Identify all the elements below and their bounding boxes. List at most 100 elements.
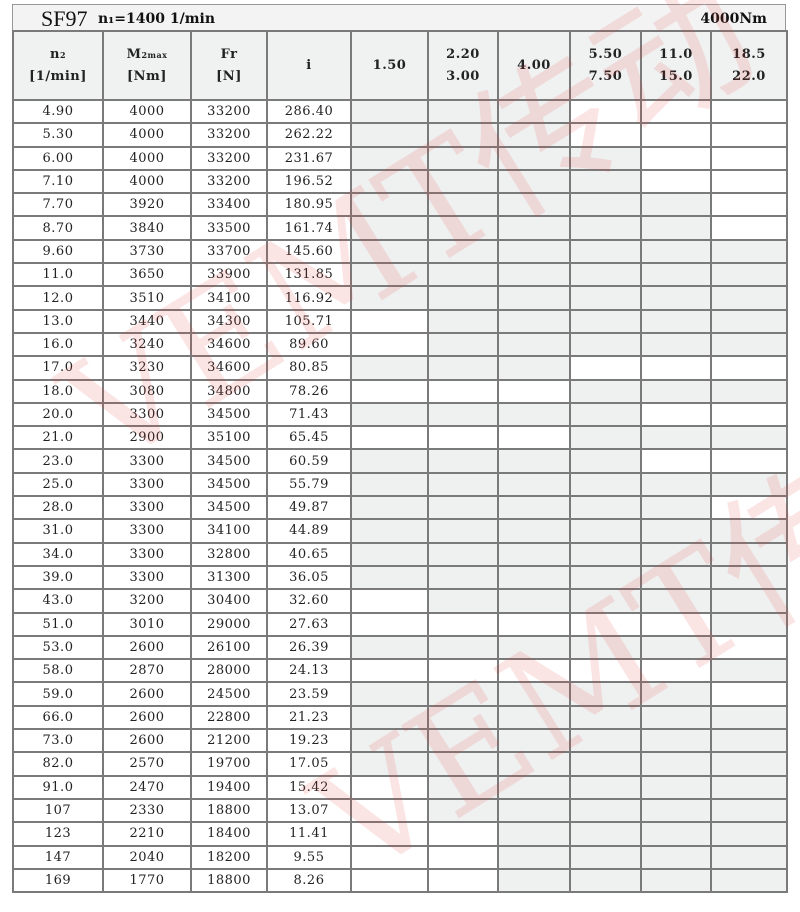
- table-row: 58.0 2870 28000 24.13: [12, 658, 788, 684]
- motor-available-cell: [427, 797, 499, 824]
- m2max-cell: 3730: [102, 238, 192, 265]
- motor-available-cell: [569, 797, 642, 824]
- fr-cell: 34100: [190, 285, 268, 311]
- n2-cell: 18.0: [12, 378, 104, 404]
- motor-available-cell: [350, 704, 429, 731]
- n2-cell: 147: [12, 844, 104, 870]
- motor-available-cell: [497, 215, 571, 241]
- motor-available-cell: [710, 728, 788, 754]
- ratio-cell: 17.05: [266, 751, 352, 777]
- motor-available-cell: [640, 262, 712, 288]
- table-row: 4.90 4000 33200 286.40: [12, 98, 788, 125]
- m2max-cell: 2900: [102, 425, 192, 451]
- fr-cell: 22800: [190, 704, 268, 731]
- m2max-cell: 3440: [102, 308, 192, 334]
- fr-cell: 18200: [190, 844, 268, 870]
- n2-cell: 21.0: [12, 425, 104, 451]
- motor-unavailable-cell: [427, 611, 499, 637]
- motor-unavailable-cell: [350, 774, 429, 800]
- m2max-cell: 3920: [102, 192, 192, 218]
- ratio-cell: 55.79: [266, 471, 352, 498]
- m2max-cell: 4000: [102, 122, 192, 148]
- ratio-cell: 180.95: [266, 192, 352, 218]
- n2-cell: 31.0: [12, 518, 104, 544]
- table-row: 11.0 3650 33900 131.85: [12, 262, 788, 288]
- motor-available-cell: [569, 518, 642, 544]
- motor-available-cell: [497, 331, 571, 358]
- motor-available-cell: [497, 471, 571, 498]
- ratio-cell: 78.26: [266, 378, 352, 404]
- ratio-cell: 286.40: [266, 98, 352, 125]
- motor-available-cell: [497, 495, 571, 521]
- ratio-cell: 131.85: [266, 262, 352, 288]
- motor-available-cell: [427, 518, 499, 544]
- fr-cell: 34600: [190, 331, 268, 358]
- motor-available-cell: [497, 541, 571, 567]
- motor-available-cell: [497, 751, 571, 777]
- motor-available-cell: [350, 285, 429, 311]
- table-row: 82.0 2570 19700 17.05: [12, 751, 788, 777]
- table-row: 31.0 3300 34100 44.89: [12, 518, 788, 544]
- m2max-cell: 2600: [102, 634, 192, 661]
- motor-available-cell: [427, 704, 499, 731]
- motor-available-cell: [497, 774, 571, 800]
- rated-torque: 4000Nm: [700, 11, 767, 27]
- motor-unavailable-cell: [350, 821, 429, 847]
- ratio-cell: 196.52: [266, 168, 352, 195]
- table-row: 107 2330 18800 13.07: [12, 797, 788, 824]
- motor-available-cell: [640, 331, 712, 358]
- m2max-cell: 2870: [102, 658, 192, 684]
- motor-unavailable-cell: [350, 797, 429, 824]
- motor-available-cell: [427, 98, 499, 125]
- motor-available-cell: [640, 541, 712, 567]
- fr-cell: 31300: [190, 564, 268, 591]
- motor-available-cell: [350, 681, 429, 707]
- motor-available-cell: [710, 471, 788, 498]
- motor-available-cell: [497, 98, 571, 125]
- motor-available-cell: [640, 192, 712, 218]
- motor-available-cell: [710, 611, 788, 637]
- motor-available-cell: [569, 378, 642, 404]
- motor-available-cell: [497, 448, 571, 474]
- n2-cell: 28.0: [12, 495, 104, 521]
- m2max-cell: 2210: [102, 821, 192, 847]
- m2max-cell: 2330: [102, 797, 192, 824]
- motor-available-cell: [427, 285, 499, 311]
- ratio-cell: 65.45: [266, 425, 352, 451]
- table-row: 28.0 3300 34500 49.87: [12, 495, 788, 521]
- m2max-cell: 3300: [102, 541, 192, 567]
- n2-cell: 20.0: [12, 401, 104, 428]
- n2-cell: 91.0: [12, 774, 104, 800]
- table-row: 73.0 2600 21200 19.23: [12, 728, 788, 754]
- n2-cell: 123: [12, 821, 104, 847]
- motor-unavailable-cell: [640, 168, 712, 195]
- motor-available-cell: [640, 797, 712, 824]
- n2-cell: 39.0: [12, 564, 104, 591]
- n2-cell: 58.0: [12, 658, 104, 684]
- motor-unavailable-cell: [569, 611, 642, 637]
- n2-cell: 23.0: [12, 448, 104, 474]
- motor-available-cell: [710, 425, 788, 451]
- table-row: 7.10 4000 33200 196.52: [12, 168, 788, 195]
- fr-cell: 34100: [190, 518, 268, 544]
- motor-available-cell: [569, 331, 642, 358]
- motor-unavailable-cell: [640, 355, 712, 381]
- fr-cell: 34500: [190, 495, 268, 521]
- motor-available-cell: [350, 564, 429, 591]
- table-row: 25.0 3300 34500 55.79: [12, 471, 788, 498]
- motor-available-cell: [640, 285, 712, 311]
- m2max-cell: 3300: [102, 495, 192, 521]
- motor-available-cell: [569, 215, 642, 241]
- motor-unavailable-cell: [710, 168, 788, 195]
- motor-unavailable-cell: [710, 401, 788, 428]
- ratio-cell: 116.92: [266, 285, 352, 311]
- motor-available-cell: [497, 308, 571, 334]
- fr-cell: 24500: [190, 681, 268, 707]
- motor-available-cell: [569, 168, 642, 195]
- motor-unavailable-cell: [710, 98, 788, 125]
- motor-available-cell: [640, 681, 712, 707]
- motor-unavailable-cell: [710, 192, 788, 218]
- motor-unavailable-cell: [350, 308, 429, 334]
- motor-unavailable-cell: [710, 145, 788, 171]
- motor-available-cell: [710, 285, 788, 311]
